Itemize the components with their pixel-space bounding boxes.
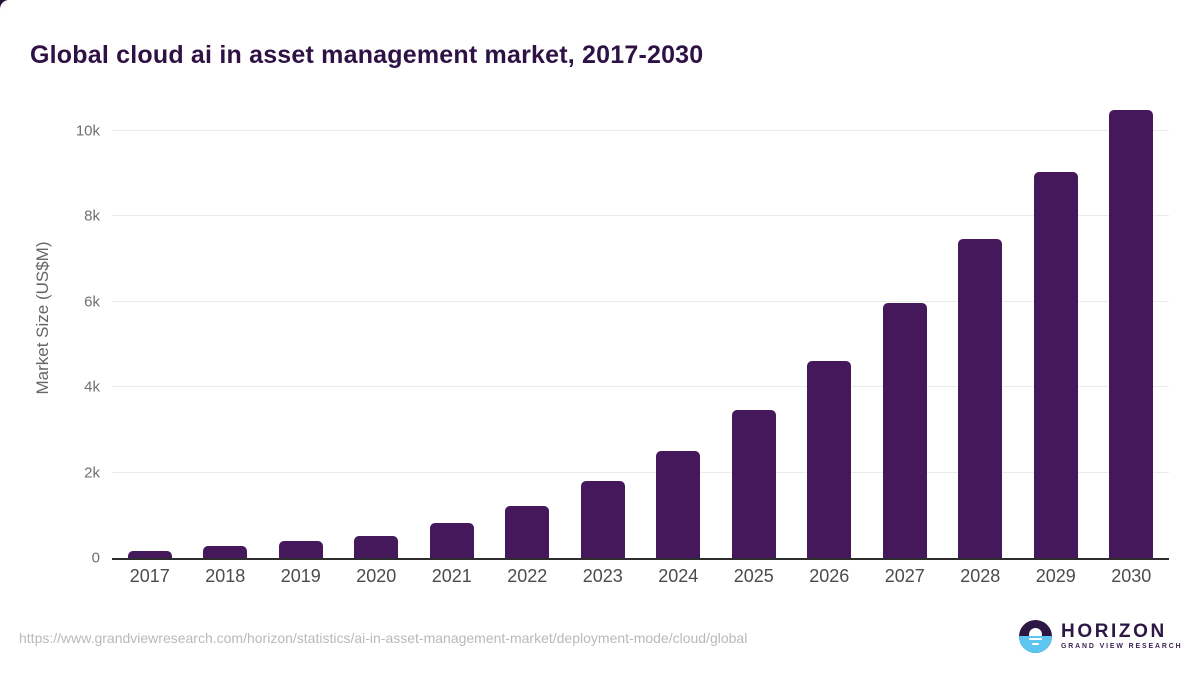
bar-slot (641, 120, 717, 558)
bar-slot (263, 120, 339, 558)
y-tick-label: 2k (84, 464, 100, 482)
bar-2030[interactable] (1109, 110, 1154, 558)
y-tick-label: 6k (84, 293, 100, 311)
y-tick-label: 8k (84, 207, 100, 225)
bar-2018[interactable] (203, 546, 248, 558)
bar-2024[interactable] (656, 451, 701, 558)
rounded-corner-artifact (0, 0, 9, 9)
x-tick-label: 2025 (733, 566, 774, 586)
bar-2020[interactable] (354, 536, 399, 558)
x-tick-label: 2017 (129, 566, 170, 586)
x-tick-label: 2021 (431, 566, 472, 586)
logo-subtitle: GRAND VIEW RESEARCH (1061, 643, 1183, 651)
bar-2017[interactable] (127, 551, 172, 558)
x-tick-label: 2030 (1111, 566, 1152, 586)
bar-slot (339, 120, 415, 558)
x-tick-label: 2026 (809, 566, 850, 586)
bar-slot (867, 120, 943, 558)
x-tick-label: 2024 (658, 566, 699, 586)
x-tick-label: 2018 (205, 566, 246, 586)
bar-slot (188, 120, 264, 558)
bar-slot (792, 120, 868, 558)
plot-area (112, 110, 1170, 560)
bar-2022[interactable] (505, 506, 550, 558)
x-tick-label: 2028 (960, 566, 1001, 586)
bar-2027[interactable] (882, 303, 927, 558)
bar-2019[interactable] (278, 541, 323, 558)
gridlines (112, 120, 1169, 558)
horizon-logo: HORIZON GRAND VIEW RESEARCH (1019, 620, 1182, 653)
gridline (112, 386, 1169, 388)
bar-slot (112, 120, 188, 558)
bar-slot (1094, 110, 1170, 558)
gridline (112, 300, 1169, 302)
bar-2021[interactable] (429, 523, 474, 558)
x-tick-label: 2020 (356, 566, 397, 586)
bar-2025[interactable] (731, 410, 776, 558)
bar-2023[interactable] (580, 481, 625, 558)
chart-title: Global cloud ai in asset management mark… (30, 40, 704, 69)
logo-name: HORIZON (1061, 621, 1167, 643)
bar-series (112, 110, 1170, 558)
gridline (112, 471, 1169, 473)
bar-2028[interactable] (958, 239, 1003, 558)
bar-slot (943, 120, 1019, 558)
y-tick-label: 10k (75, 122, 100, 140)
x-tick-label: 2022 (507, 566, 548, 586)
reflection-dash-icon (1029, 638, 1042, 641)
x-tick-label: 2023 (582, 566, 623, 586)
gridline (112, 215, 1169, 217)
horizon-logo-text: HORIZON GRAND VIEW RESEARCH (1061, 622, 1182, 651)
bar-slot (1018, 120, 1094, 558)
y-tick-label: 4k (84, 378, 100, 396)
bar-slot (490, 120, 566, 558)
gridline (112, 129, 1169, 131)
bar-slot (414, 120, 490, 558)
y-tick-label: 0 (91, 549, 100, 567)
x-tick-label: 2027 (884, 566, 925, 586)
reflection-dash-icon (1032, 642, 1039, 645)
bar-slot (565, 120, 641, 558)
x-axis-tick-labels: 2017 2018 2019 2020 2021 2022 2023 2024 2025 2026… (112, 566, 1169, 587)
horizon-logo-icon (1019, 620, 1052, 653)
bar-2026[interactable] (807, 361, 852, 558)
x-tick-label: 2029 (1035, 566, 1076, 586)
bar-slot (716, 120, 792, 558)
bar-2029[interactable] (1033, 172, 1078, 558)
source-url: https://www.grandviewresearch.com/horizo… (19, 630, 748, 646)
y-axis-tick-labels: 0 2k 4k 6k 8k 10k (0, 120, 100, 565)
x-tick-label: 2019 (280, 566, 321, 586)
